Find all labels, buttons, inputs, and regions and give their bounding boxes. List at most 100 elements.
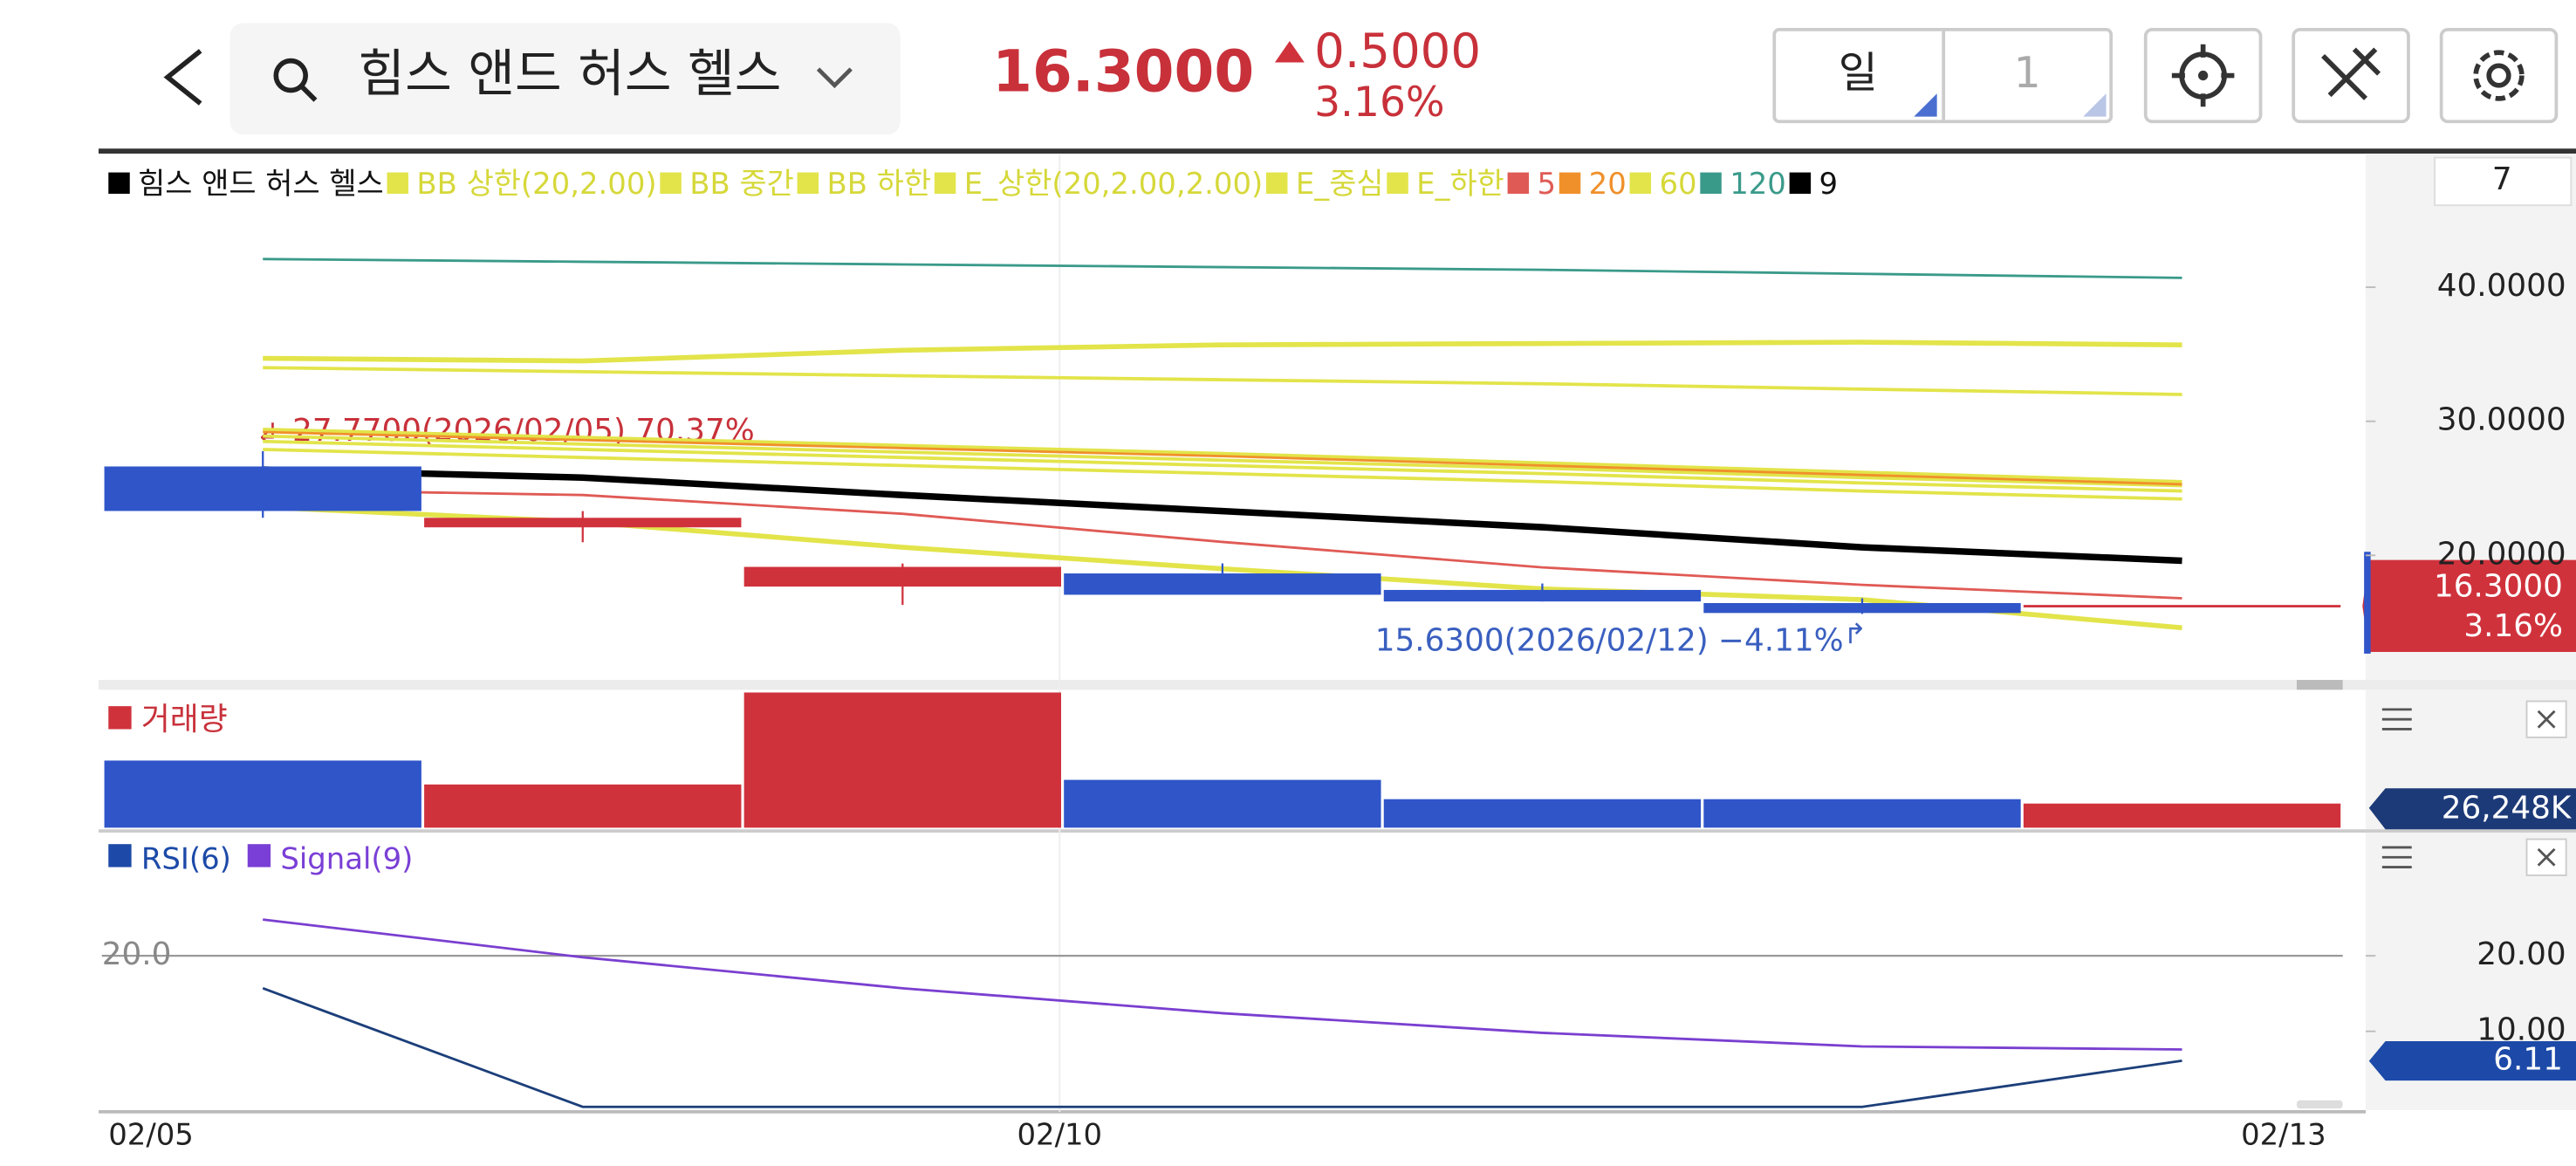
legend-swatch — [108, 844, 132, 868]
volume-bar — [104, 760, 421, 828]
legend-swatch — [1559, 172, 1581, 195]
indicator-line — [263, 918, 2182, 1051]
price-marker — [2364, 552, 2371, 654]
volume-bar — [1064, 779, 1381, 828]
legend-label: 120 — [1730, 167, 1786, 201]
price-tag-value: 16.3000 — [2434, 569, 2563, 605]
draw-icon — [2321, 47, 2381, 100]
back-button[interactable] — [163, 49, 202, 106]
volume-tag-value: 26,248K — [2442, 791, 2573, 826]
search-box[interactable] — [230, 23, 901, 135]
menu-icon[interactable] — [2381, 846, 2412, 868]
crosshair-icon — [2171, 44, 2235, 107]
price-tag-percent: 3.16% — [2463, 608, 2563, 644]
indicator-line — [263, 366, 2182, 396]
settings-button[interactable] — [2439, 27, 2559, 124]
legend-swatch — [934, 172, 956, 195]
y-tick-label: 30.0000 — [2437, 402, 2566, 438]
legend-swatch — [1265, 172, 1288, 195]
rsi-tag — [2368, 1040, 2576, 1081]
indicator-line — [263, 466, 2182, 565]
search-icon — [273, 58, 308, 93]
candle-body — [424, 518, 742, 528]
volume-bar — [2023, 803, 2341, 828]
price-tag — [2362, 559, 2576, 653]
change-percent: 3.16% — [1314, 79, 1445, 127]
legend-label: 9 — [1819, 167, 1839, 201]
candle-body — [1383, 589, 1702, 602]
legend-swatch — [1789, 172, 1812, 195]
scroll-handle[interactable] — [2296, 1100, 2343, 1109]
rsi-tag-value: 6.11 — [2493, 1042, 2563, 1078]
legend-swatch — [247, 844, 271, 868]
legend-swatch — [1700, 172, 1722, 195]
price: 16.3000 — [992, 38, 1254, 106]
legend-swatch — [1387, 172, 1408, 195]
close-button[interactable] — [2525, 700, 2567, 738]
y-tick-label: 40.0000 — [2437, 268, 2566, 304]
legend-label: 60 — [1659, 167, 1696, 201]
settings-icon — [2473, 50, 2525, 101]
legend-swatch — [1629, 172, 1652, 195]
search-icon — [300, 85, 318, 102]
volume-tag — [2368, 788, 2576, 830]
interval-button[interactable]: 1 — [2014, 48, 2041, 98]
legend-swatch — [797, 172, 819, 195]
count-box — [2434, 156, 2573, 207]
legend-label: Signal(9) — [280, 842, 413, 876]
candle-body — [104, 466, 421, 511]
legend-label: E_중심 — [1296, 167, 1384, 201]
settings-icon — [2486, 63, 2511, 88]
panel-separator — [98, 680, 2576, 690]
candle-body — [2023, 605, 2341, 607]
indicator-line — [263, 340, 2182, 364]
y-tick-label: 20.0000 — [2437, 536, 2566, 572]
candle-body — [1703, 603, 2021, 614]
indicator-line — [263, 439, 2182, 493]
menu-icon[interactable] — [2381, 708, 2412, 730]
volume-bar — [743, 692, 1062, 828]
volume-bar — [424, 784, 742, 828]
legend-label: 20 — [1589, 167, 1627, 201]
stock-name: 힘스 앤드 허스 헬스 — [358, 45, 781, 104]
up-triangle — [1274, 41, 1305, 63]
legend-label: BB 상한(20,2.00) — [416, 167, 656, 201]
candle-body — [743, 566, 1062, 587]
y-tick-label: 10.00 — [2477, 1012, 2566, 1048]
indicator-line — [263, 428, 2182, 484]
legend-label: RSI(6) — [141, 842, 231, 876]
legend-label: BB 중간 — [689, 167, 794, 201]
volume-title: 거래량 — [141, 702, 228, 737]
close-icon — [2537, 710, 2556, 729]
arrow: ↱ — [1843, 617, 1867, 650]
indicator-line — [262, 987, 2182, 1108]
volume-bar — [1703, 799, 2021, 828]
y-tick-label: 20.00 — [2477, 936, 2566, 972]
indicator-line — [263, 448, 2182, 501]
legend-label: E_하한 — [1416, 167, 1504, 201]
candle-body — [1064, 573, 1381, 595]
reference-label: 20.0 — [102, 936, 172, 972]
indicator-line — [263, 430, 2182, 486]
legend-swatch — [108, 706, 132, 730]
dropdown-chevron[interactable] — [816, 67, 853, 89]
corner-mark — [2083, 93, 2107, 117]
indicator-line — [263, 488, 2182, 600]
legend-label: 힘스 앤드 허스 헬스 — [138, 167, 384, 201]
x-axis-label: 02/05 — [108, 1118, 194, 1152]
low-annotation: 15.6300(2026/02/12) −4.11% — [1375, 623, 1844, 659]
close-icon — [2537, 847, 2556, 867]
legend-swatch — [108, 172, 130, 195]
legend-swatch — [660, 172, 682, 195]
indicator-line — [263, 257, 2182, 279]
crosshair-icon — [2197, 70, 2209, 81]
legend-swatch — [1507, 172, 1530, 195]
scroll-handle[interactable] — [2296, 680, 2343, 690]
volume-bar — [1383, 799, 1702, 828]
legend-swatch — [387, 172, 408, 195]
legend-label: BB 하한 — [826, 167, 931, 201]
period-button[interactable]: 일 — [1839, 48, 1878, 98]
legend-label: 5 — [1537, 167, 1556, 201]
